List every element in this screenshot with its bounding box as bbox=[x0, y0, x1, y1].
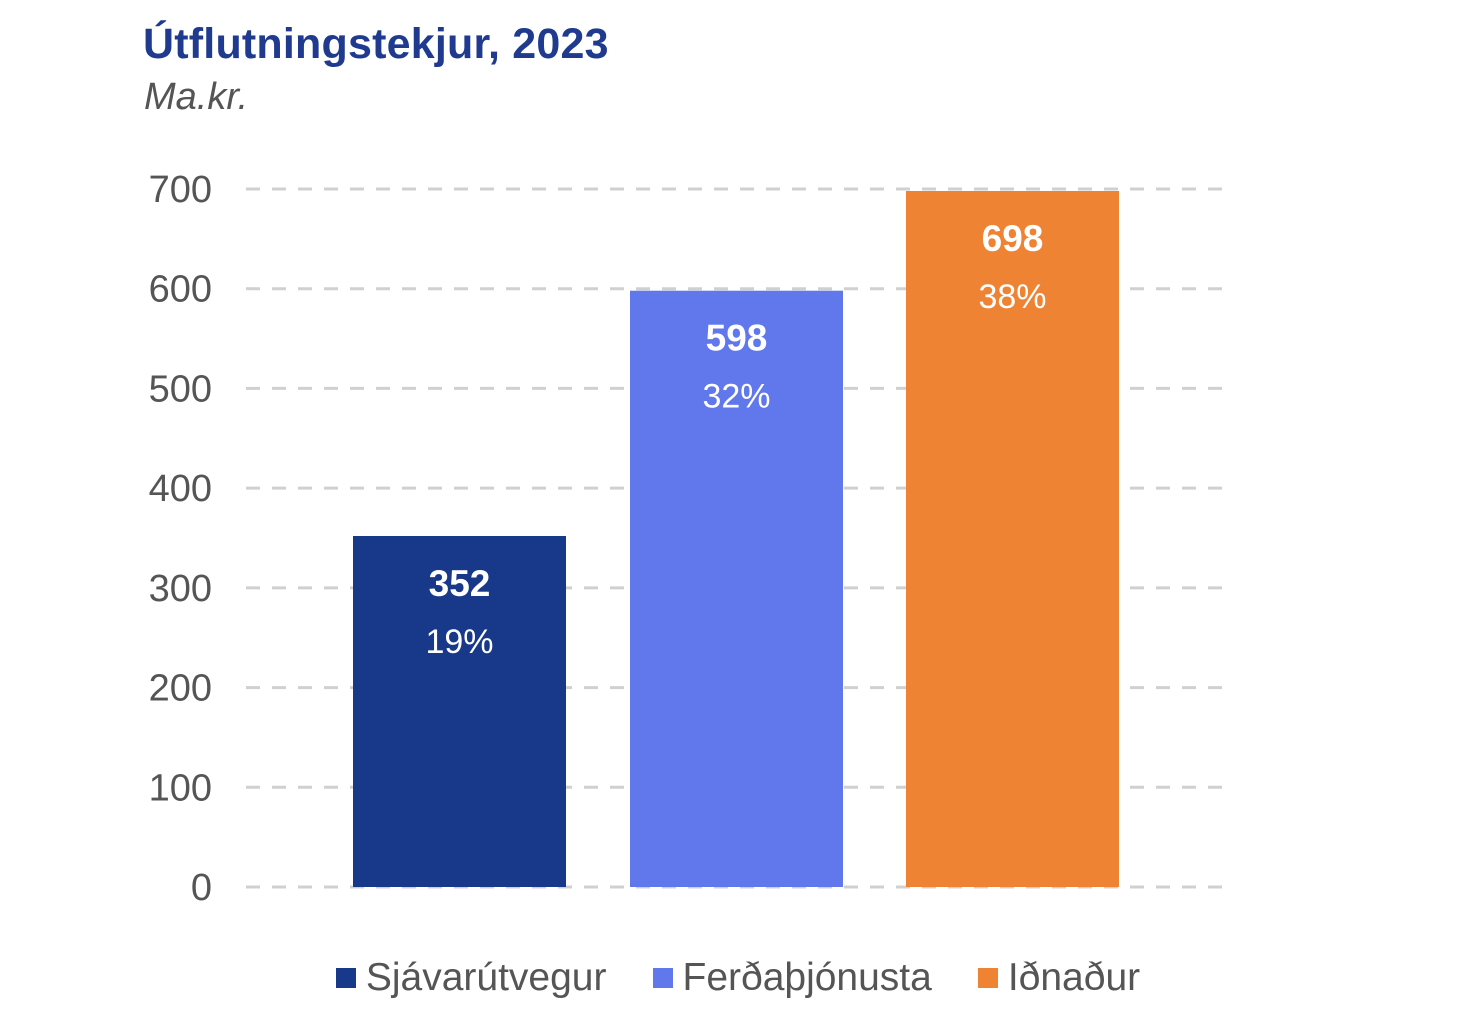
y-tick-label: 400 bbox=[149, 468, 212, 510]
legend-item-sjavarutvegur: Sjávarútvegur bbox=[335, 956, 607, 1000]
data-label-percent: 32% bbox=[702, 378, 770, 416]
legend-swatch bbox=[335, 968, 356, 988]
bar bbox=[353, 536, 566, 887]
legend: Sjávarútvegur Ferðaþjónusta Iðnaður bbox=[0, 956, 1476, 1000]
legend-item-ferdathjonusta: Ferðaþjónusta bbox=[652, 956, 932, 1000]
y-tick-label: 300 bbox=[149, 568, 212, 610]
data-label-value: 598 bbox=[706, 318, 768, 359]
data-label-percent: 19% bbox=[425, 623, 493, 661]
legend-swatch bbox=[652, 968, 673, 988]
data-label-percent: 38% bbox=[978, 278, 1046, 316]
y-tick-label: 500 bbox=[149, 368, 212, 410]
y-tick-label: 200 bbox=[149, 668, 212, 710]
y-tick-label: 0 bbox=[191, 867, 212, 909]
bar bbox=[630, 290, 843, 887]
legend-item-idnadur: Iðnaður bbox=[977, 956, 1141, 1000]
bar bbox=[906, 190, 1119, 888]
y-tick-label: 600 bbox=[149, 269, 212, 311]
y-tick-label: 700 bbox=[149, 169, 212, 211]
y-axis-tick-labels: 0 100 200 300 400 500 600 700 bbox=[149, 169, 212, 909]
legend-label: Sjávarútvegur bbox=[365, 956, 607, 999]
bars: 352 19% 598 32% 698 38% bbox=[353, 190, 1119, 888]
chart-subtitle: Ma.kr. bbox=[144, 76, 249, 118]
legend-swatch bbox=[977, 968, 998, 988]
data-label-value: 352 bbox=[429, 563, 491, 604]
legend-label: Iðnaður bbox=[1007, 956, 1141, 999]
data-label-value: 698 bbox=[982, 218, 1044, 259]
chart-title: Útflutningstekjur, 2023 bbox=[143, 20, 609, 68]
legend-label: Ferðaþjónusta bbox=[682, 956, 932, 999]
y-tick-label: 100 bbox=[149, 767, 212, 809]
